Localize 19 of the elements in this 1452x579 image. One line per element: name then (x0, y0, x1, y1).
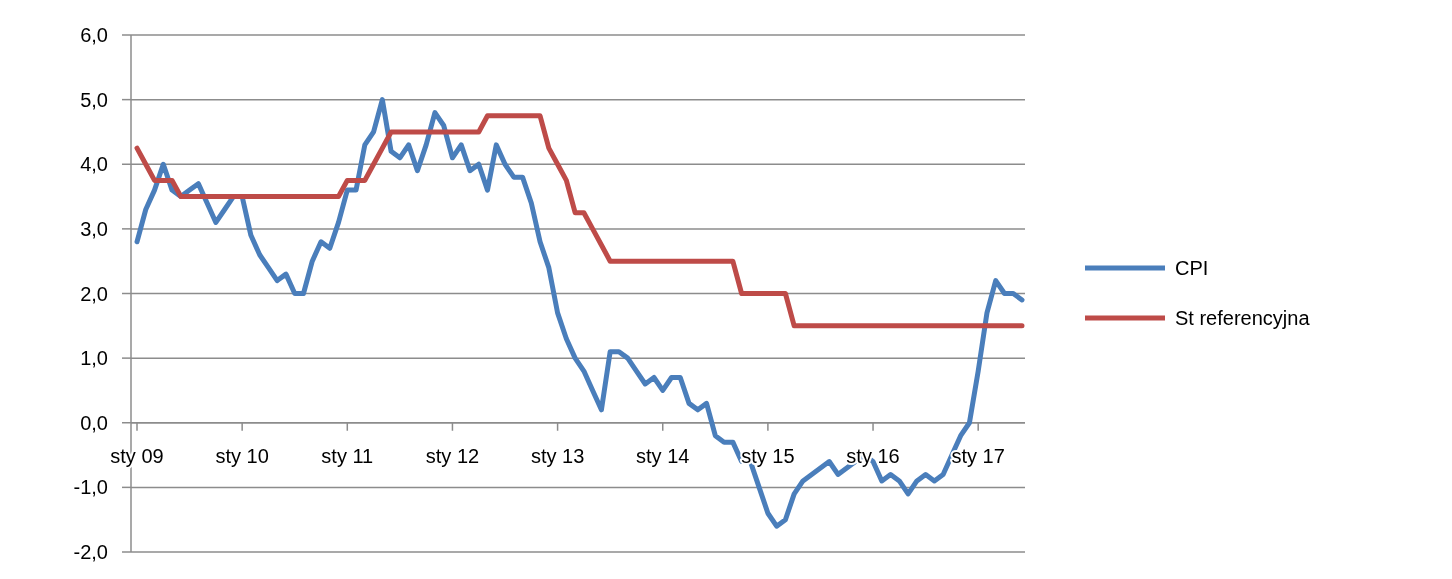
x-tick-label: sty 09 (110, 444, 164, 467)
x-tick-label: sty 15 (741, 444, 795, 467)
x-tick-label: sty 12 (425, 444, 480, 467)
y-tick-label: 1,0 (80, 347, 108, 370)
y-tick-label: 0,0 (80, 411, 108, 434)
legend-label: St referencyjna (1175, 307, 1311, 329)
x-tick-label: sty 17 (951, 444, 1005, 467)
x-tick-label: sty 14 (636, 444, 690, 467)
y-tick-label: -2,0 (73, 541, 108, 563)
x-tick-label: sty 11 (321, 444, 374, 467)
y-tick-label: 3,0 (80, 217, 108, 240)
x-tick-label: sty 13 (530, 444, 585, 467)
y-tick-label: 2,0 (80, 282, 108, 305)
legend-label: CPI (1175, 257, 1209, 279)
y-tick-label: 4,0 (80, 153, 108, 176)
y-tick-label: 6,0 (80, 24, 108, 46)
y-tick-label: 5,0 (80, 88, 108, 111)
y-tick-label: -1,0 (73, 476, 108, 499)
x-tick-label: sty 10 (215, 444, 269, 467)
